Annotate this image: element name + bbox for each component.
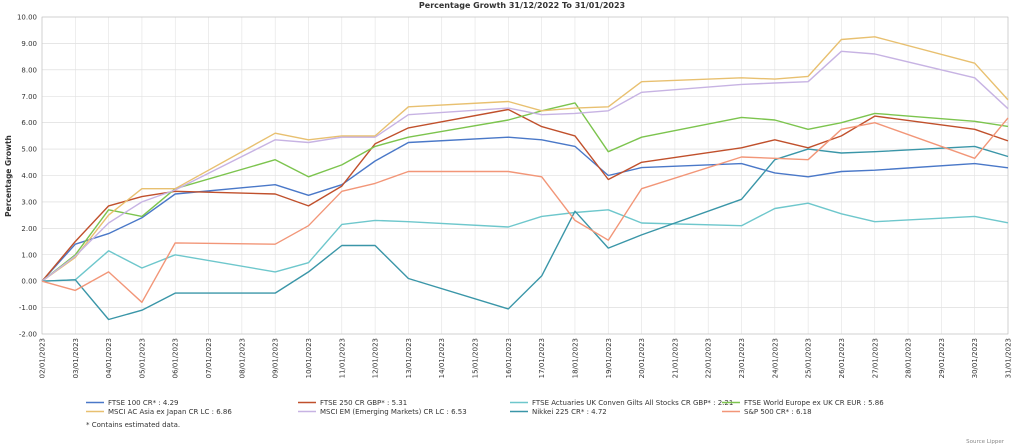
y-tick-label: 5.00 xyxy=(21,146,37,154)
x-tick-label: 03/01/2023 xyxy=(72,338,80,378)
series-line xyxy=(41,36,1009,282)
x-tick-label: 24/01/2023 xyxy=(771,338,779,378)
x-tick-label: 25/01/2023 xyxy=(805,338,813,378)
x-tick-label: 27/01/2023 xyxy=(871,338,879,378)
x-tick-label: 12/01/2023 xyxy=(372,338,380,378)
legend-item: FTSE 250 CR GBP* : 5.31 xyxy=(320,399,407,407)
x-tick-label: 16/01/2023 xyxy=(505,338,513,378)
x-tick-label: 22/01/2023 xyxy=(705,338,713,378)
legend-item: Nikkei 225 CR* : 4.72 xyxy=(532,408,607,416)
series-line xyxy=(41,102,1009,282)
x-tick-label: 10/01/2023 xyxy=(305,338,313,378)
y-tick-label: -1.00 xyxy=(19,304,37,312)
legend-item: FTSE World Europe ex UK CR EUR : 5.86 xyxy=(744,399,884,407)
x-tick-label: 06/01/2023 xyxy=(172,338,180,378)
plot-area-border xyxy=(41,16,1009,335)
series-line xyxy=(41,117,1009,303)
series-line xyxy=(41,108,1009,282)
y-tick-label: 7.00 xyxy=(21,93,37,101)
series-line xyxy=(41,50,1009,282)
x-tick-label: 28/01/2023 xyxy=(905,338,913,378)
y-tick-label: 6.00 xyxy=(21,119,37,127)
x-tick-label: 02/01/2023 xyxy=(39,338,47,378)
y-axis-ticks: -2.00 -1.00 0.00 1.00 2.00 3.00 4.00 5.00 6.00 7.… xyxy=(17,14,37,339)
source-note: Source Lipper xyxy=(966,439,1005,445)
x-tick-label: 15/01/2023 xyxy=(472,338,480,378)
y-axis-label: Percentage Growth xyxy=(4,135,13,217)
series-lines xyxy=(41,36,1009,321)
x-tick-label: 14/01/2023 xyxy=(438,338,446,378)
x-tick-label: 07/01/2023 xyxy=(205,338,213,378)
legend-item: MSCI AC Asia ex Japan CR LC : 6.86 xyxy=(108,408,232,416)
x-tick-label: 11/01/2023 xyxy=(338,338,346,378)
x-tick-label: 08/01/2023 xyxy=(238,338,246,378)
legend-item: FTSE 100 CR* : 4.29 xyxy=(108,399,179,407)
footnote: * Contains estimated data. xyxy=(86,421,180,429)
series-line xyxy=(41,136,1009,282)
series-line xyxy=(41,202,1009,282)
y-tick-label: 4.00 xyxy=(21,172,37,180)
x-tick-label: 13/01/2023 xyxy=(405,338,413,378)
x-tick-label: 17/01/2023 xyxy=(538,338,546,378)
x-tick-label: 18/01/2023 xyxy=(571,338,579,378)
x-tick-label: 26/01/2023 xyxy=(838,338,846,378)
x-tick-label: 19/01/2023 xyxy=(605,338,613,378)
legend: FTSE 100 CR* : 4.29 FTSE 250 CR GBP* : 5.… xyxy=(86,399,884,416)
series-line xyxy=(41,145,1009,321)
legend-item: S&P 500 CR* : 6.18 xyxy=(744,408,812,416)
x-tick-label: 04/01/2023 xyxy=(105,338,113,378)
legend-item: FTSE Actuaries UK Conven Gilts All Stock… xyxy=(532,399,733,407)
x-axis-ticks: 02/01/2023 03/01/2023 04/01/2023 05/01/2023… xyxy=(39,338,1013,378)
x-tick-label: 29/01/2023 xyxy=(938,338,946,378)
y-tick-label: 0.00 xyxy=(21,278,37,286)
y-tick-label: 3.00 xyxy=(21,198,37,206)
chart-title: Percentage Growth 31/12/2022 To 31/01/20… xyxy=(419,1,625,10)
x-tick-label: 20/01/2023 xyxy=(638,338,646,378)
y-tick-label: -2.00 xyxy=(19,331,37,339)
x-tick-label: 23/01/2023 xyxy=(738,338,746,378)
x-tick-label: 09/01/2023 xyxy=(272,338,280,378)
y-tick-label: 1.00 xyxy=(21,251,37,259)
x-tick-label: 05/01/2023 xyxy=(138,338,146,378)
y-tick-label: 2.00 xyxy=(21,225,37,233)
y-tick-label: 9.00 xyxy=(21,40,37,48)
y-tick-label: 10.00 xyxy=(17,14,37,22)
y-tick-label: 8.00 xyxy=(21,66,37,74)
gridlines xyxy=(41,16,1009,335)
x-tick-label: 30/01/2023 xyxy=(971,338,979,378)
legend-item: MSCI EM (Emerging Markets) CR LC : 6.53 xyxy=(320,408,467,416)
x-tick-label: 21/01/2023 xyxy=(671,338,679,378)
x-tick-label: 31/01/2023 xyxy=(1005,338,1013,378)
